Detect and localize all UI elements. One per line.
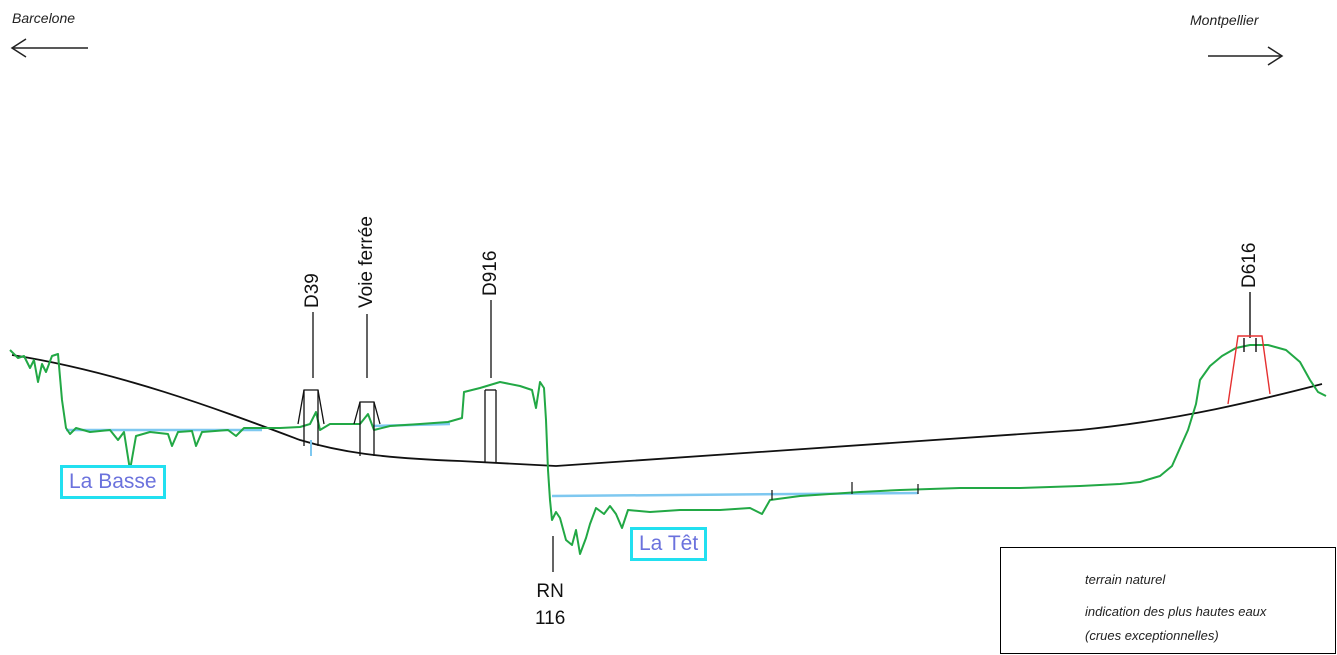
road-label-voie-ferree: Voie ferrée (356, 216, 377, 308)
direction-left-label: Barcelone (12, 10, 76, 26)
terrain-line (9, 344, 1327, 555)
road-profile-line (11, 354, 1323, 467)
terrain-ticks (771, 482, 919, 500)
rn116-line1: RN (536, 581, 564, 602)
legend: terrain naturel indication des plus haut… (1000, 547, 1336, 654)
arrow-left-icon (10, 38, 88, 58)
road-label-d916: D916 (480, 250, 501, 296)
arrow-right-icon (1208, 46, 1284, 66)
road-label-d39: D39 (302, 273, 323, 308)
legend-highwater-label-2: (crues exceptionnelles) (1085, 628, 1219, 643)
direction-right-label: Montpellier (1190, 12, 1259, 28)
rn116-line2: 116 (535, 608, 566, 629)
legend-terrain-label: terrain naturel (1085, 572, 1166, 587)
road-label-rn116: RN 116 (535, 578, 565, 632)
legend-highwater-label-1: indication des plus hautes eaux (1085, 604, 1267, 619)
bridge-d916 (484, 300, 497, 462)
bridge-d616 (1227, 292, 1271, 405)
bridge-d39 (297, 312, 325, 456)
river-label-la-tet: La Têt (630, 527, 708, 561)
bridge-voie-ferree (353, 314, 381, 456)
river-label-la-basse: La Basse (60, 465, 166, 499)
road-label-d616: D616 (1239, 242, 1260, 288)
